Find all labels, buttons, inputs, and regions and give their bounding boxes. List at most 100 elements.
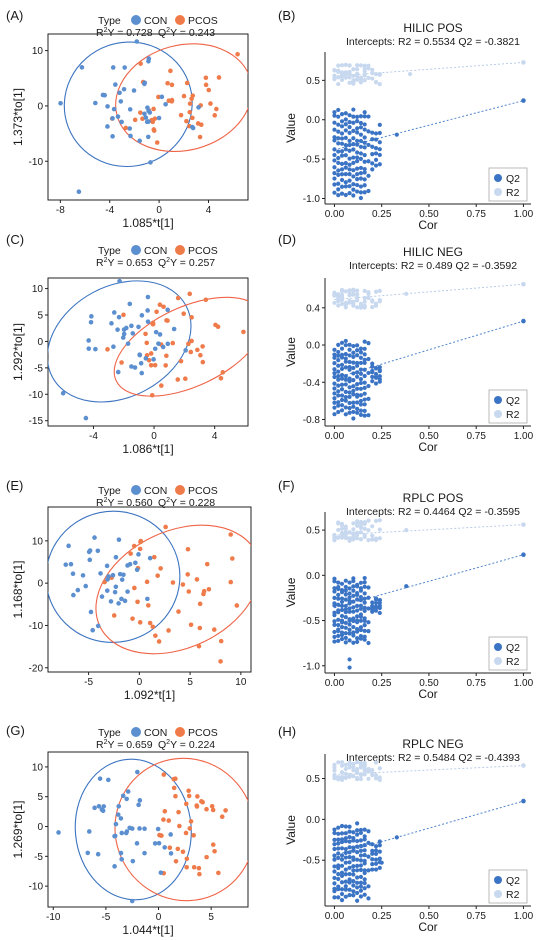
point-pcos [164,353,169,359]
point-r2 [347,75,352,80]
point-pcos [194,577,200,582]
point-r2 [370,524,375,529]
point-con [143,356,149,361]
panel-label: (E) [6,478,23,493]
point-q2 [339,823,345,829]
point-q2 [358,867,364,873]
point-q2 [339,880,345,885]
point-q2 [343,117,348,122]
y-tick-label: 0.0 [306,571,320,582]
point-q2 [343,165,348,170]
point-q2 [355,130,360,135]
point-q2 [351,187,356,192]
point-r2 [358,80,364,85]
y-tick-label: -1.0 [303,194,321,205]
point-q2 [339,599,345,604]
point-con [139,313,145,318]
point-q2 [336,855,341,860]
y-tick-label: 10 [32,762,44,773]
point-con [147,555,153,561]
point-con [146,56,152,61]
point-q2 [366,129,371,134]
point-q2 [358,367,364,372]
point-con [158,870,164,875]
point-con [96,804,102,809]
point-r2 [377,536,382,541]
point-q2 [377,839,382,844]
point-q2 [362,827,367,832]
point-q2 [351,609,356,614]
x-axis-label: 1.085*t[1] [122,216,173,230]
point-r2 [358,760,364,766]
y-tick-label: -10 [29,882,44,893]
point-q2 [343,184,348,189]
point-q2 [351,142,356,147]
point-con [120,335,126,340]
point-q2 [332,147,337,152]
point-q2 [339,607,345,613]
point-con [116,803,122,809]
point-pcos [156,94,161,100]
point-q2 [343,365,348,370]
y-axis-label: Value [284,577,298,607]
y-tick-label: -10 [29,157,44,168]
point-q2 [339,887,345,892]
point-pcos [155,573,160,578]
point-q2 [358,195,364,201]
point-q2 [332,412,337,417]
point-q2 [332,842,337,847]
point-r2 [370,67,375,72]
point-r2 [347,772,352,778]
x-tick-label: 0.25 [372,678,392,689]
point-q2 [358,176,364,181]
point-q2 [366,595,371,600]
point-pcos [196,643,202,649]
point-q2 [377,377,382,382]
point-q2 [358,171,364,176]
point-q2 [351,147,356,152]
point-con [129,364,134,369]
point-con [119,857,124,862]
point-q2 [362,357,367,362]
point-pcos [161,817,166,822]
point-pcos [147,620,153,626]
point-q2 [351,584,356,589]
point-q2 [332,622,337,627]
point-q2 [355,410,360,415]
x-tick-label: -4 [89,431,98,442]
point-con [183,348,188,353]
point-r2 [377,766,382,771]
legend-label-pcos: PCOS [188,15,218,27]
point-con [100,808,106,814]
point-q2 [332,619,337,624]
point-q2 [347,892,352,898]
plot-frame [47,506,252,673]
confidence-ellipse-con [48,510,181,643]
point-q2 [343,578,348,583]
point-pcos [187,109,193,115]
point-con [71,592,76,598]
legend-title: Type [98,727,121,739]
intercepts-text: Intercepts: R2 = 0.4464 Q2 = -0.3595 [346,506,520,518]
legend-marker-con [131,485,141,495]
point-q2 [347,586,352,591]
point-pcos [144,340,150,346]
point-con [112,864,117,869]
point-q2 [373,844,379,849]
point-pcos [200,359,206,365]
point-r2 [351,527,356,532]
point-con [118,99,124,104]
point-q2 [339,124,345,129]
point-q2 [347,172,352,177]
point-con [147,110,153,115]
point-pcos [132,585,137,591]
legend-marker-r2 [494,657,502,665]
x-tick-label: 0 [156,205,162,216]
point-r2 [362,764,367,769]
point-con [125,589,130,594]
point-r2 [339,301,345,307]
point-pcos [148,351,154,356]
point-con [157,332,163,337]
y-axis-label: 1.292*to[1] [11,323,25,381]
